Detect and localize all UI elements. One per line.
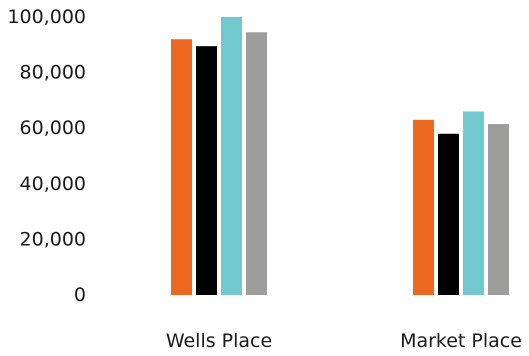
y-tick-label: 0 [74, 284, 86, 306]
bar [221, 17, 242, 295]
bar [196, 46, 217, 295]
bar [488, 124, 509, 295]
y-tick-label: 60,000 [20, 117, 86, 139]
y-tick-label: 80,000 [20, 62, 86, 84]
bar [463, 111, 484, 296]
y-tick-label: 100,000 [7, 6, 86, 28]
bar [246, 32, 267, 295]
y-axis-ticks: 0 20,000 40,000 60,000 80,000 100,000 [7, 6, 86, 306]
bar [171, 39, 192, 295]
bar [438, 133, 459, 295]
y-tick-label: 20,000 [20, 228, 86, 250]
category-labels: Wells Place Market Place [166, 330, 522, 352]
bar [413, 119, 434, 295]
y-tick-label: 40,000 [20, 173, 86, 195]
category-label: Market Place [400, 330, 522, 352]
category-label: Wells Place [166, 330, 272, 352]
bars [171, 17, 509, 296]
